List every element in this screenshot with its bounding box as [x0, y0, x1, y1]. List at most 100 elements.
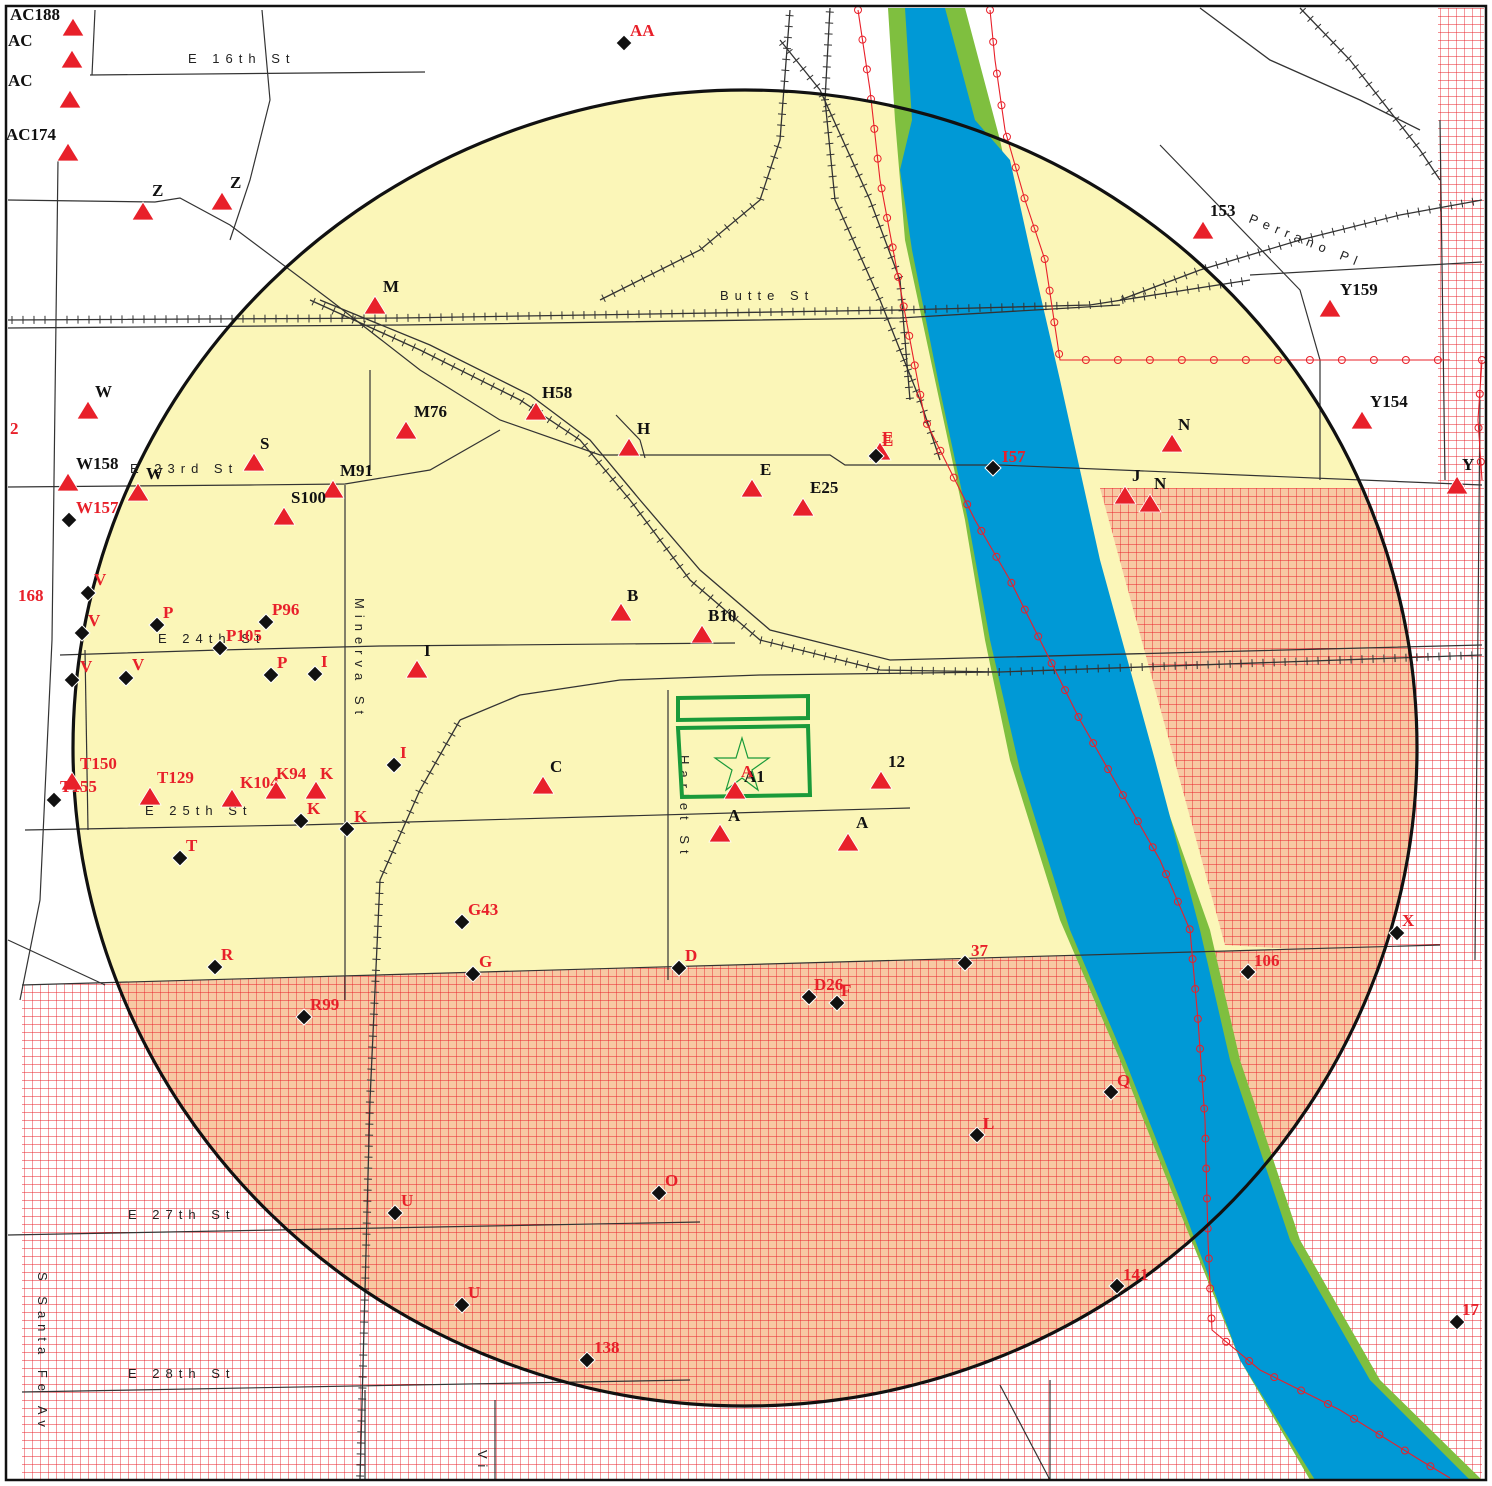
site-marker-label: I	[400, 743, 407, 762]
site-marker-label: AA	[630, 21, 655, 40]
site-marker-diamond: P	[262, 653, 287, 684]
diamond-marker-icon	[650, 1184, 668, 1202]
edge-label: 2	[10, 419, 19, 438]
site-marker-label: D26	[814, 975, 843, 994]
site-marker-diamond: V	[63, 657, 93, 689]
site-marker-diamond: R99	[295, 995, 339, 1026]
site-label: A1	[744, 767, 765, 786]
diamond-marker-icon	[73, 624, 91, 642]
diamond-marker-icon	[262, 666, 280, 684]
triangle-marker-icon	[126, 482, 150, 502]
site-marker-diamond: W157	[60, 498, 119, 529]
site-marker-diamond: P96	[257, 600, 299, 631]
triangle-marker-icon	[869, 770, 893, 790]
triangle-marker-icon	[836, 832, 860, 852]
street-label-perrano: Perrano Pl	[1247, 211, 1365, 270]
site-marker-diamond: K	[292, 799, 321, 830]
diamond-marker-icon	[257, 613, 275, 631]
edge-labels: 2 168	[10, 419, 44, 605]
triangle-marker-icon	[740, 478, 764, 498]
site-marker-diamond: D26	[800, 975, 843, 1006]
triangle-marker-icon	[1160, 433, 1184, 453]
site-marker-diamond: O	[650, 1171, 678, 1202]
site-marker-diamond: 141	[1108, 1265, 1149, 1295]
railroads	[7, 7, 1483, 1480]
street-label-e16th: E 16th St	[188, 51, 295, 66]
triangle-marker-icon	[723, 780, 747, 800]
site-marker-label: O	[665, 1171, 678, 1190]
site-marker-diamond: G	[464, 952, 492, 983]
site-marker-diamond: U	[386, 1191, 413, 1222]
site-marker-diamond: V	[73, 611, 101, 642]
diamond-marker-icon	[148, 616, 166, 634]
river	[888, 8, 1482, 1480]
site-marker-triangle: M91	[321, 461, 373, 499]
site-marker-diamond: P	[148, 603, 173, 634]
site-marker-label: F	[841, 981, 851, 1000]
diamond-marker-icon	[464, 965, 482, 983]
site-marker-triangle: M76	[394, 402, 447, 440]
map-frame	[4, 4, 1488, 1482]
triangle-marker-icon	[690, 624, 714, 644]
triangle-marker-icon	[138, 786, 162, 806]
site-marker-label: Y	[1462, 455, 1474, 474]
site-marker-triangle: 153	[1191, 201, 1236, 240]
triangle-marker-icon	[531, 775, 555, 795]
site-marker-diamond: F	[828, 981, 851, 1012]
site-marker-diamond: 138	[578, 1338, 620, 1369]
diamond-marker-icon	[1239, 963, 1257, 981]
site-marker-label: E	[882, 428, 893, 447]
site-marker-triangle: H	[617, 419, 650, 457]
site-marker-triangle: Z	[131, 181, 163, 221]
triangle-marker-icon	[76, 400, 100, 420]
site-marker-triangle: AC174	[6, 125, 80, 162]
site-marker-diamond: Q	[1102, 1071, 1130, 1101]
site-marker-label: 17	[1462, 1300, 1480, 1319]
street-label-minerva: Minerva St	[352, 598, 367, 720]
triangle-marker-icon	[363, 295, 387, 315]
site-marker-label: W	[146, 464, 163, 483]
site-marker-triangle: N	[1138, 474, 1167, 513]
triangle-marker-icon	[394, 420, 418, 440]
target-site: A1	[675, 693, 813, 800]
site-marker-label: P	[277, 653, 287, 672]
site-marker-label: G	[479, 952, 492, 971]
site-marker-triangle: N	[1160, 415, 1191, 453]
site-marker-diamond: 17	[1448, 1300, 1480, 1331]
triangle-marker-icon	[58, 89, 82, 109]
site-marker-label: Z	[230, 173, 241, 192]
triangle-marker-icon	[242, 452, 266, 472]
site-marker-label: H	[637, 419, 650, 438]
diamond-marker-icon	[956, 954, 974, 972]
triangle-marker-icon	[56, 472, 80, 492]
site-marker-diamond: X	[1388, 911, 1415, 942]
site-marker-label: E	[760, 460, 771, 479]
site-marker-label: H58	[542, 383, 572, 402]
site-marker-triangle: W	[76, 382, 112, 420]
site-marker-label: X	[1402, 911, 1415, 930]
site-marker-label: T	[186, 836, 198, 855]
site-marker-triangle: S	[242, 434, 269, 472]
site-marker-diamond: 106	[1239, 951, 1280, 981]
site-marker-label: P	[163, 603, 173, 622]
diamond-marker-icon	[968, 1126, 986, 1144]
diamond-marker-icon	[453, 913, 471, 931]
site-marker-label: R99	[310, 995, 339, 1014]
street-label-santa-fe: S Santa Fe Av	[35, 1272, 50, 1433]
site-marker-label: P105	[226, 626, 262, 645]
site-marker-triangle: A	[836, 813, 869, 852]
site-marker-label: J	[1132, 466, 1141, 485]
site-marker-label: S100	[291, 488, 326, 507]
diamond-marker-icon	[615, 34, 633, 52]
site-marker-triangle: J	[1113, 466, 1141, 505]
diamond-marker-icon	[211, 639, 229, 657]
site-marker-triangle: I	[405, 641, 431, 679]
site-marker-label: 106	[1254, 951, 1280, 970]
site-marker-diamond: E	[867, 431, 893, 465]
site-marker-triangle: B	[609, 586, 638, 622]
site-marker-triangle: Y154	[1350, 392, 1408, 430]
site-marker-label: K94	[276, 764, 307, 783]
site-marker-label: E	[882, 431, 893, 450]
triangle-marker-icon	[405, 659, 429, 679]
